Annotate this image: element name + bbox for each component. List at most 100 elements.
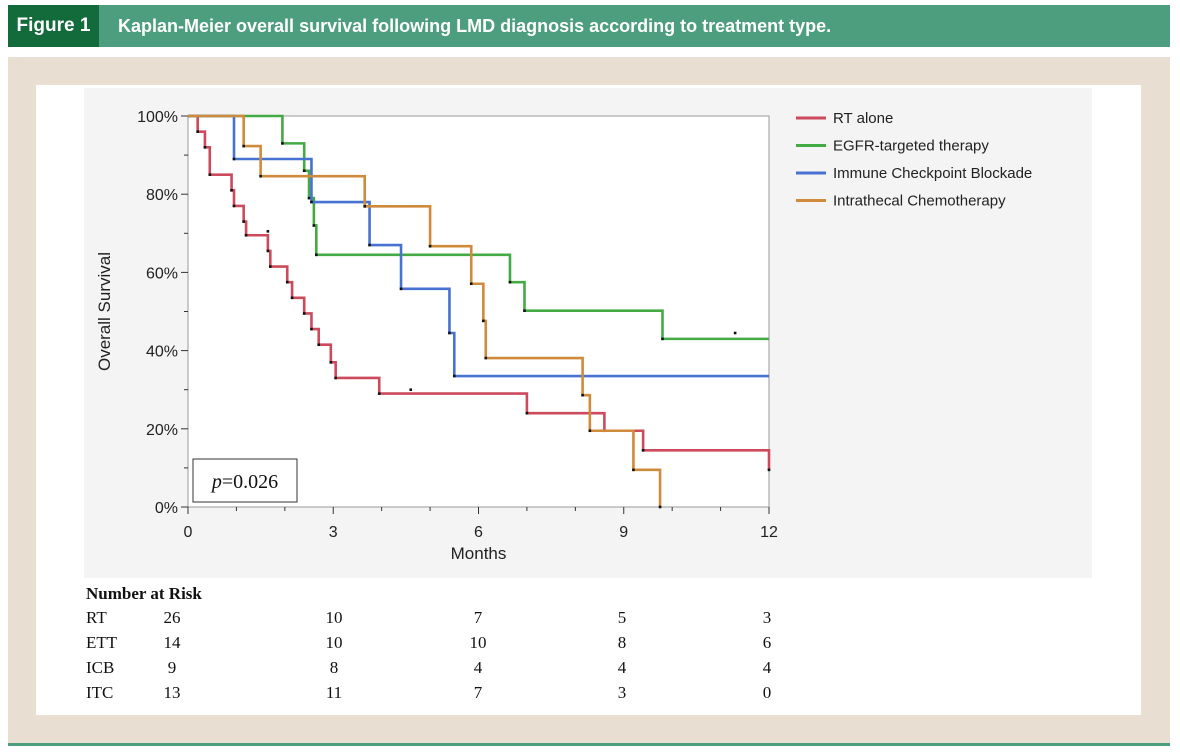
- event-marker: [484, 356, 488, 360]
- x-tick-label: 12: [760, 524, 778, 541]
- event-marker: [658, 505, 662, 509]
- event-marker: [588, 429, 592, 433]
- event-marker: [208, 173, 212, 176]
- p-value-number: =0.026: [222, 471, 278, 493]
- event-marker: [244, 233, 248, 237]
- risk-cell: 14: [163, 633, 181, 652]
- event-marker: [482, 319, 485, 323]
- event-marker: [242, 144, 245, 148]
- event-marker: [196, 130, 199, 133]
- risk-cell: 4: [617, 658, 627, 677]
- event-marker: [632, 468, 635, 472]
- event-marker: [523, 309, 526, 313]
- risk-cell: 26: [163, 608, 181, 627]
- event-marker: [661, 337, 664, 341]
- risk-cell: 5: [617, 608, 627, 627]
- risk-row-label: RT: [86, 608, 107, 627]
- event-marker: [641, 449, 645, 452]
- x-tick-label: 6: [474, 524, 483, 541]
- risk-cell: 6: [762, 633, 772, 652]
- bottom-rule: [8, 743, 1170, 746]
- event-marker: [232, 204, 236, 208]
- event-marker: [428, 244, 432, 248]
- y-axis-label: Overall Survival: [95, 252, 114, 371]
- p-value-text: p=0.026: [210, 471, 278, 493]
- event-marker: [290, 296, 294, 300]
- event-marker: [269, 265, 272, 268]
- risk-cell: 11: [325, 683, 343, 702]
- p-value-box: [192, 458, 298, 503]
- risk-cell: 10: [325, 608, 343, 627]
- event-marker: [203, 145, 207, 149]
- risk-cell: 4: [473, 658, 483, 677]
- event-marker: [259, 174, 262, 178]
- y-tick-label: 60%: [146, 265, 178, 282]
- event-marker: [581, 393, 584, 397]
- plot-frame: [187, 115, 770, 508]
- x-tick-label: 9: [619, 524, 628, 541]
- event-marker: [315, 253, 318, 257]
- risk-row-label: ITC: [86, 683, 114, 702]
- event-marker: [312, 224, 316, 227]
- event-marker: [377, 392, 381, 395]
- censor-marker: [733, 331, 737, 335]
- x-tick-label: 3: [329, 524, 338, 541]
- event-marker: [317, 343, 321, 347]
- risk-cell: 3: [617, 683, 627, 702]
- risk-cell: 7: [473, 608, 483, 627]
- risk-cell: 10: [469, 633, 487, 652]
- event-marker: [310, 327, 313, 331]
- event-marker: [329, 361, 333, 364]
- legend-label-3: Intrathecal Chemotherapy: [833, 193, 1006, 210]
- x-tick-label: 0: [184, 524, 193, 541]
- event-marker: [334, 376, 337, 380]
- event-marker: [469, 282, 473, 286]
- legend-label-0: RT alone: [833, 110, 893, 127]
- risk-cell: 9: [167, 658, 177, 677]
- event-marker: [302, 169, 306, 173]
- risk-cell: 8: [617, 633, 627, 652]
- risk-cell: 10: [325, 633, 343, 652]
- series-line-0: [188, 114, 771, 470]
- event-marker: [281, 142, 284, 145]
- event-marker: [230, 188, 233, 192]
- event-marker: [399, 287, 403, 291]
- event-marker: [448, 331, 451, 335]
- event-marker: [767, 468, 771, 472]
- y-tick-label: 40%: [146, 344, 178, 361]
- event-marker: [525, 411, 529, 415]
- risk-row-label: ETT: [86, 633, 118, 652]
- censor-marker: [409, 388, 413, 391]
- risk-cell: 0: [762, 683, 772, 702]
- figure-header: Figure 1 Kaplan-Meier overall survival f…: [8, 5, 1170, 47]
- event-marker: [310, 200, 313, 204]
- figure-title: Kaplan-Meier overall survival following …: [118, 16, 832, 36]
- event-marker: [232, 157, 236, 161]
- event-marker: [242, 220, 245, 223]
- series-line-3: [188, 114, 662, 507]
- y-tick-label: 0%: [155, 500, 178, 517]
- p-value-symbol: p: [210, 471, 222, 493]
- figure-label: Figure 1: [8, 5, 99, 47]
- event-marker: [368, 243, 371, 247]
- event-marker: [452, 374, 456, 378]
- risk-table-title: Number at Risk: [86, 584, 202, 603]
- event-marker: [285, 280, 289, 284]
- event-marker: [266, 249, 270, 253]
- y-tick-label: 100%: [137, 109, 178, 126]
- x-axis-label: Months: [451, 544, 507, 563]
- risk-cell: 7: [473, 683, 483, 702]
- risk-row-label: ICB: [86, 658, 115, 677]
- legend-label-1: EGFR-targeted therapy: [833, 138, 989, 155]
- risk-cell: 8: [329, 658, 339, 677]
- censor-marker: [266, 230, 270, 233]
- risk-cell: 3: [762, 608, 772, 627]
- y-tick-label: 80%: [146, 187, 178, 204]
- event-marker: [307, 196, 311, 200]
- event-marker: [363, 205, 367, 208]
- event-marker: [302, 312, 306, 315]
- event-marker: [508, 280, 512, 284]
- series-line-2: [188, 114, 769, 378]
- legend-label-2: Immune Checkpoint Blockade: [833, 165, 1032, 182]
